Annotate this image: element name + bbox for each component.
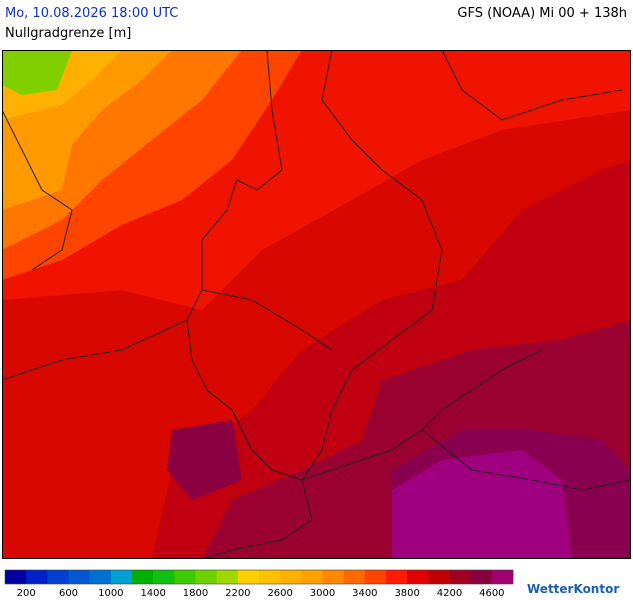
colorbar-swatch	[26, 570, 48, 584]
colorbar-swatch	[491, 570, 514, 584]
title: Mo, 10.08.2026 18:00 UTC	[5, 6, 179, 21]
colorbar: 200 600 1000 1400 1800 2200 2600 3000 3400 3800 42…	[4, 569, 514, 599]
colorbar-swatch	[216, 570, 239, 584]
colorbar-swatch	[428, 570, 450, 584]
colorbar-label: 3800	[394, 588, 419, 599]
coast	[441, 50, 623, 121]
colorbar-swatch	[364, 570, 387, 584]
border	[201, 479, 313, 559]
colorbar-label: 4600	[479, 588, 504, 599]
colorbar-swatch	[449, 570, 471, 584]
border	[186, 50, 543, 481]
colorbar-swatch	[301, 570, 323, 584]
colorbar-label: 200	[17, 588, 36, 599]
colorbar-swatch	[237, 570, 260, 584]
colorbar-label: 3400	[352, 588, 377, 599]
colorbar-label: 1400	[140, 588, 165, 599]
contour	[2, 50, 72, 95]
border	[2, 319, 188, 381]
colorbar-label: 1800	[183, 588, 208, 599]
model-run: GFS (NOAA) Mi 00 + 138h	[457, 6, 627, 21]
coast	[2, 109, 73, 271]
colorbar-label: 2600	[267, 588, 292, 599]
borders	[2, 50, 631, 559]
map-frame	[2, 50, 631, 559]
colorbar-swatch	[174, 570, 196, 584]
colorbar-swatch	[153, 570, 175, 584]
colorbar-swatch	[343, 570, 366, 584]
colorbar-swatch	[5, 570, 27, 584]
border	[301, 50, 443, 481]
map	[2, 50, 631, 559]
colorbar-swatch	[470, 570, 493, 584]
colorbar-swatch	[322, 570, 344, 584]
colorbar-swatch	[47, 570, 69, 584]
colorbar-swatch	[280, 570, 302, 584]
colorbar-frame	[4, 569, 514, 585]
border	[201, 289, 333, 351]
colorbar-swatch	[407, 570, 429, 584]
colorbar-swatch	[68, 570, 90, 584]
colorbar-swatch	[195, 570, 217, 584]
colorbar-label: 3000	[310, 588, 335, 599]
contour	[167, 420, 242, 500]
colorbar-swatch	[386, 570, 408, 584]
contour	[392, 450, 572, 559]
colorbar-swatch	[89, 570, 112, 584]
colorbar-swatch	[110, 570, 133, 584]
colorbar-label: 1000	[98, 588, 123, 599]
colorbar-label: 2200	[225, 588, 250, 599]
colorbar-label: 4200	[437, 588, 462, 599]
colorbar-swatch	[132, 570, 154, 584]
logo: WetterKontor	[527, 582, 620, 596]
subtitle: Nullgradgrenze [m]	[5, 26, 132, 41]
colorbar-swatch	[259, 570, 281, 584]
border	[421, 429, 631, 491]
colorbar-label: 600	[59, 588, 78, 599]
